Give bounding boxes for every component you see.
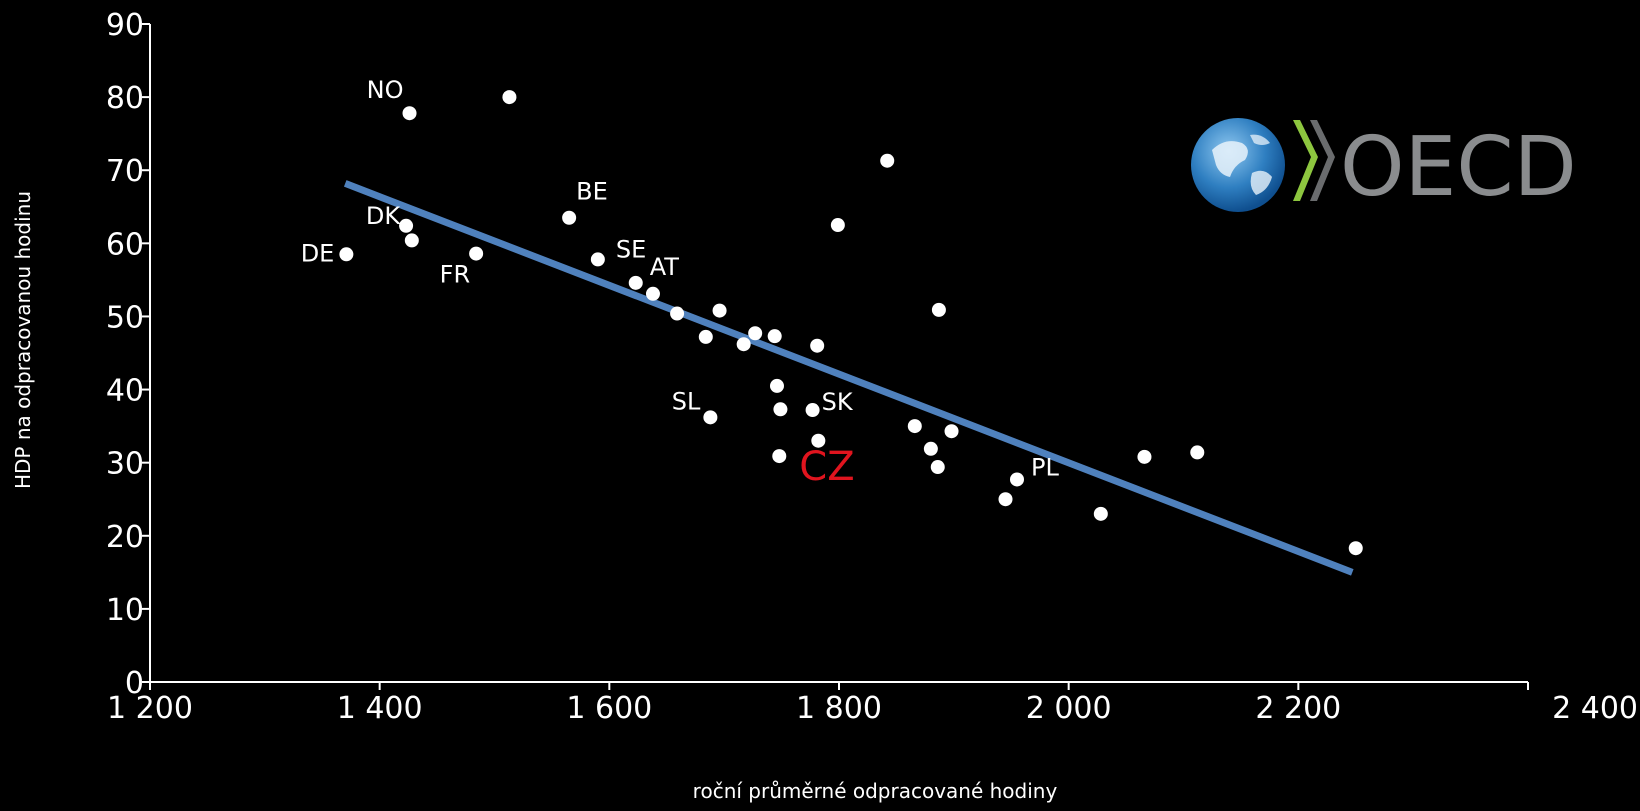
point-label-no: NO bbox=[367, 76, 404, 104]
data-point bbox=[339, 247, 354, 262]
x-tick-label: 2 400 bbox=[1552, 691, 1638, 726]
y-tick-label: 50 bbox=[106, 300, 144, 335]
data-point bbox=[1137, 449, 1152, 464]
data-point bbox=[404, 233, 419, 248]
point-label-sk: SK bbox=[822, 388, 854, 416]
point-label-cz: CZ bbox=[799, 444, 854, 490]
data-point bbox=[628, 275, 643, 290]
point-label-de: DE bbox=[301, 239, 335, 267]
data-point bbox=[830, 218, 845, 233]
point-label-pl: PL bbox=[1031, 453, 1059, 481]
data-point bbox=[698, 329, 713, 344]
data-point bbox=[590, 252, 605, 267]
data-point bbox=[748, 326, 763, 341]
point-label-fr: FR bbox=[440, 261, 470, 289]
trendline-group bbox=[343, 180, 1354, 576]
data-point bbox=[769, 378, 784, 393]
chevron-icon bbox=[1293, 120, 1335, 201]
y-tick-label: 70 bbox=[106, 154, 144, 189]
globe-icon bbox=[1191, 118, 1285, 212]
oecd-logo-text: OECD bbox=[1340, 120, 1577, 215]
data-point bbox=[1009, 472, 1024, 487]
data-point bbox=[469, 246, 484, 261]
data-point bbox=[930, 460, 945, 475]
data-point bbox=[402, 106, 417, 121]
y-tick-label: 20 bbox=[106, 520, 144, 555]
data-point bbox=[1190, 445, 1205, 460]
data-point bbox=[805, 403, 820, 418]
y-axis-title: HDP na odpracovanou hodinu bbox=[11, 191, 35, 489]
data-point bbox=[907, 419, 922, 434]
data-point bbox=[773, 402, 788, 417]
data-point bbox=[880, 153, 895, 168]
data-point bbox=[998, 492, 1013, 507]
point-label-se: SE bbox=[616, 235, 646, 263]
y-tick-label: 40 bbox=[106, 374, 144, 409]
y-tick-label: 30 bbox=[106, 447, 144, 482]
axes: 0 10 20 30 40 50 60 70 80 90 1 200 1 400 1 600 1 800 2… bbox=[106, 8, 1638, 726]
data-point bbox=[772, 449, 787, 464]
data-point bbox=[502, 90, 517, 105]
data-point bbox=[399, 218, 414, 233]
x-axis-title: roční průměrné odpracované hodiny bbox=[693, 779, 1058, 803]
trendline bbox=[343, 180, 1354, 576]
data-point bbox=[923, 441, 938, 456]
y-tick-label: 10 bbox=[106, 593, 144, 628]
y-tick-label: 80 bbox=[106, 81, 144, 116]
data-point bbox=[811, 433, 826, 448]
data-point bbox=[931, 302, 946, 317]
point-label-sl: SL bbox=[672, 387, 701, 415]
data-point bbox=[645, 286, 660, 301]
x-tick-label: 1 200 bbox=[107, 691, 193, 726]
points-group bbox=[339, 90, 1363, 556]
y-tick-label: 90 bbox=[106, 8, 144, 43]
data-point bbox=[767, 329, 782, 344]
data-point bbox=[944, 424, 959, 439]
data-point bbox=[712, 303, 727, 318]
x-tick-label: 1 800 bbox=[796, 691, 882, 726]
y-tick-label: 60 bbox=[106, 227, 144, 262]
point-label-at: AT bbox=[650, 253, 680, 281]
point-label-dk: DK bbox=[366, 202, 401, 230]
data-point bbox=[810, 338, 825, 353]
data-point bbox=[1348, 541, 1363, 556]
x-tick-label: 1 600 bbox=[566, 691, 652, 726]
data-point bbox=[736, 337, 751, 352]
x-tick-label: 1 400 bbox=[337, 691, 423, 726]
data-point bbox=[670, 306, 685, 321]
data-point bbox=[562, 210, 577, 225]
y-tick-label: 0 bbox=[125, 666, 144, 701]
point-label-be: BE bbox=[576, 178, 608, 206]
x-tick-label: 2 200 bbox=[1255, 691, 1341, 726]
oecd-logo: OECD bbox=[1191, 118, 1577, 215]
x-tick-label: 2 000 bbox=[1026, 691, 1112, 726]
data-point bbox=[1093, 506, 1108, 521]
data-point bbox=[703, 410, 718, 425]
